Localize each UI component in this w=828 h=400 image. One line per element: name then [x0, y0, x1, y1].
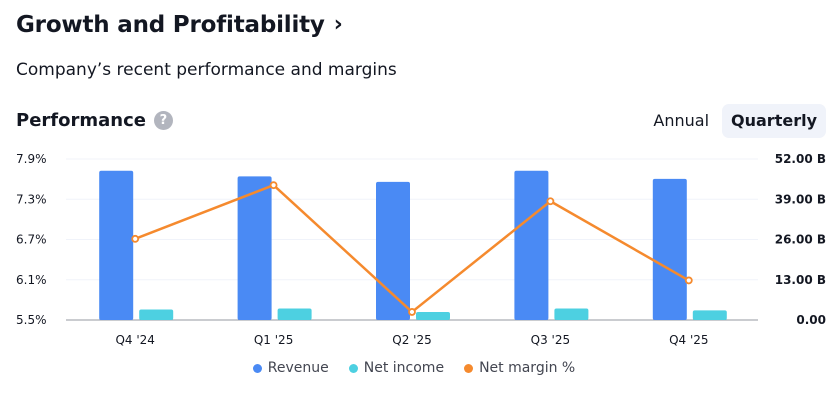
- net-income-bar: [139, 309, 174, 320]
- left-axis-tick-label: 6.1%: [16, 273, 47, 287]
- x-axis-tick-label: Q1 '25: [254, 333, 293, 347]
- net-margin-point: [408, 308, 416, 316]
- net-income-bar: [277, 308, 312, 320]
- net-margin-line: [134, 183, 690, 314]
- net-income-bar: [554, 308, 589, 320]
- right-axis-tick-label: 39.00 B: [775, 192, 826, 206]
- net-income-bar: [416, 311, 450, 320]
- net-margin-point: [131, 234, 140, 243]
- period-toggle: Annual Quarterly: [640, 104, 826, 138]
- chart-legend: Revenue Net income Net margin %: [0, 360, 828, 376]
- net-margin-point: [269, 181, 278, 190]
- chevron-right-icon: ›: [333, 12, 343, 37]
- left-axis-tick-label: 6.7%: [16, 233, 47, 247]
- net-margin-point: [684, 276, 693, 285]
- left-axis-tick-label: 7.3%: [16, 192, 47, 206]
- legend-net-income-label: Net income: [363, 360, 445, 376]
- revenue-bar: [376, 181, 410, 320]
- revenue-bar: [99, 170, 134, 320]
- revenue-legend-marker: [252, 363, 262, 373]
- annual-button[interactable]: Annual: [653, 111, 710, 130]
- help-icon[interactable]: ?: [153, 111, 173, 130]
- right-axis-tick-label: 0.00: [796, 313, 826, 327]
- revenue-bar: [652, 178, 687, 320]
- left-axis-tick-label: 7.9%: [16, 152, 47, 166]
- net-income-bar: [692, 310, 727, 320]
- legend-net-income[interactable]: Net income: [348, 360, 445, 376]
- left-axis-tick-label: 5.5%: [16, 313, 47, 327]
- right-axis-tick-label: 52.00 B: [775, 152, 826, 166]
- legend-revenue[interactable]: Revenue: [252, 360, 329, 376]
- quarterly-button[interactable]: Quarterly: [722, 104, 826, 138]
- section-title-link[interactable]: Growth and Profitability ›: [16, 12, 343, 38]
- performance-heading: Performance: [16, 110, 146, 131]
- right-axis-tick-label: 13.00 B: [775, 273, 826, 287]
- revenue-bar: [514, 170, 549, 320]
- revenue-bar: [237, 176, 272, 320]
- x-axis-tick-label: Q4 '24: [115, 333, 154, 347]
- net-margin-point: [546, 197, 555, 206]
- x-axis-tick-label: Q2 '25: [392, 333, 431, 347]
- x-axis-tick-label: Q4 '25: [669, 333, 708, 347]
- page-title: Growth and Profitability: [16, 12, 325, 38]
- page-subtitle: Company’s recent performance and margins: [16, 60, 397, 80]
- legend-net-margin[interactable]: Net margin %: [464, 360, 575, 376]
- net-margin-legend-marker: [464, 363, 474, 373]
- x-axis-tick-label: Q3 '25: [531, 333, 570, 347]
- right-axis-tick-label: 26.00 B: [775, 233, 826, 247]
- legend-net-margin-label: Net margin %: [479, 360, 576, 376]
- net-income-legend-marker: [348, 363, 358, 373]
- legend-revenue-label: Revenue: [267, 360, 329, 376]
